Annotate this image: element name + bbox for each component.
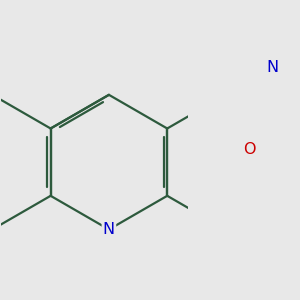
Text: N: N bbox=[266, 60, 278, 75]
Text: O: O bbox=[243, 142, 256, 157]
Text: N: N bbox=[103, 222, 115, 237]
